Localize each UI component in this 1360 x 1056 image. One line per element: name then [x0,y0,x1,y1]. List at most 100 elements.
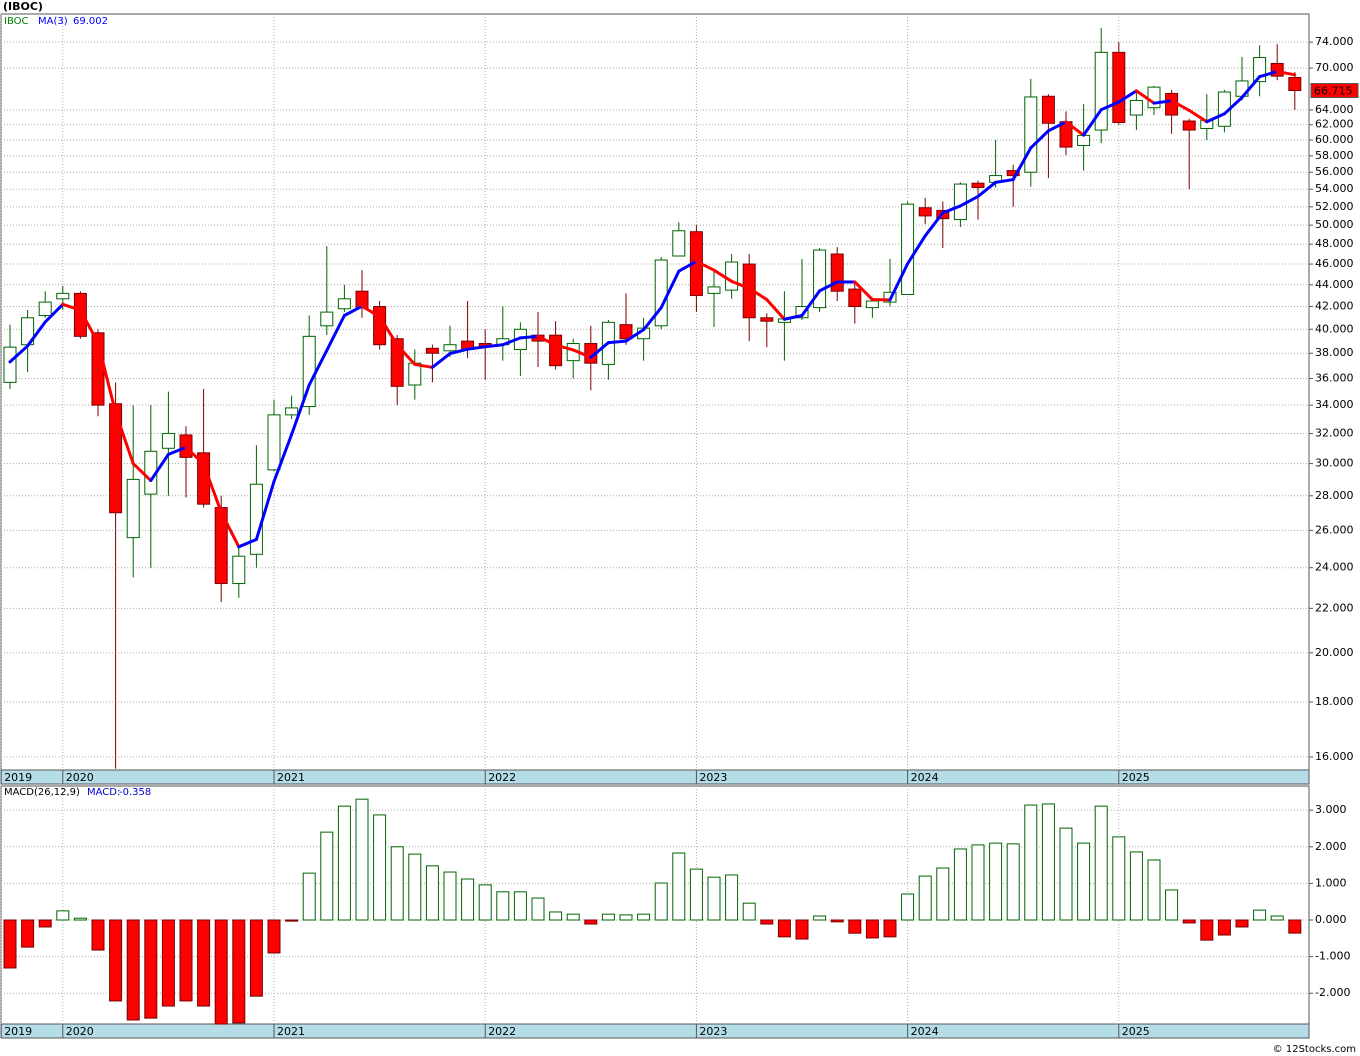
ma-segment [466,345,487,351]
ma-segment [712,268,734,283]
candle-body [3,346,17,383]
ma-segment [642,306,663,332]
candle-body [109,403,123,514]
ma-segment [1099,100,1121,112]
histogram-bar [513,891,527,921]
y-tick-label: 26.000 [1315,523,1354,536]
legend-indicator-name: MACD(26,12,9) [4,787,80,798]
price-box [1310,83,1359,99]
histogram-bar [1041,803,1055,921]
histogram-bar [883,919,897,938]
ma-segment [1152,99,1174,105]
ma-segment [958,194,980,208]
histogram-bar [214,919,228,1025]
histogram-bar [1182,919,1196,924]
x-axis-strip [0,769,1310,785]
histogram-bar [373,814,387,921]
histogram-bar [936,867,950,921]
y-tick-label: 2.000 [1315,840,1347,853]
x-axis-strip [0,1023,1310,1039]
ma-segment [976,180,998,198]
y-tick-label: 70.000 [1315,61,1354,74]
histogram-bar [830,919,844,923]
ma-segment [26,320,47,348]
histogram-bar [1129,851,1143,921]
histogram-bar [918,875,932,921]
candle-body [267,414,281,471]
ma-segment [184,445,206,466]
candle-body [1094,51,1108,131]
candle-body [725,261,739,291]
ma-segment [730,279,751,290]
x-tick-label: 2025 [1122,1025,1150,1038]
y-tick-label: 3.000 [1315,803,1347,816]
ma-segment [1258,69,1279,79]
x-tick-label: 2020 [66,771,94,784]
y-tick-label: 1.000 [1315,876,1347,889]
candle-body [232,555,246,585]
ma-segment [1205,112,1226,124]
histogram-bar [461,878,475,921]
candle-body [865,300,879,309]
ma-segment [1011,146,1033,182]
x-tick-label: 2025 [1122,771,1150,784]
ma-segment [378,315,399,347]
histogram-bar [848,919,862,934]
candle-body [654,259,668,327]
candle-body [795,306,809,319]
histogram-bar [1235,919,1249,928]
candle-body [918,207,932,217]
y-tick-label: 58.000 [1315,149,1354,162]
histogram-bar [619,914,633,921]
candle-body [549,334,563,367]
x-tick-label: 2020 [66,1025,94,1038]
candle-body [337,298,351,310]
y-tick-label: 28.000 [1315,489,1354,502]
histogram-bar [1253,909,1267,921]
candle-body [73,292,87,337]
y-tick-label: 34.000 [1315,398,1354,411]
candle-body [971,182,985,188]
x-tick-label: 2024 [911,1025,939,1038]
candle-body [161,432,175,449]
histogram-bar [267,919,281,954]
ma-segment [483,343,505,349]
ma-segment [1240,75,1262,99]
ma-segment [853,280,874,302]
candle-body [214,507,228,585]
histogram-bar [777,919,791,938]
histogram-bar [126,919,140,1021]
ma-segment [96,341,118,414]
plot-area [0,13,1310,771]
ma-segment [624,328,646,343]
y-tick-label: 44.000 [1315,278,1354,291]
histogram-bar [355,798,369,921]
candle-body [901,203,915,295]
x-tick-label: 2021 [277,771,305,784]
ma-segment [888,262,910,302]
ma-segment [1275,69,1297,77]
histogram-bar [144,919,158,1019]
histogram-bar [1147,859,1161,921]
candle-body [38,301,52,316]
histogram-bar [390,846,404,921]
histogram-bar [725,874,739,921]
candle-body [1041,95,1055,124]
ma-segment [694,259,716,272]
candle-body [672,230,686,257]
y-tick-label: 36.000 [1315,371,1354,384]
histogram-bar [337,805,351,921]
candle-body [425,347,439,354]
ma-segment [290,383,311,436]
candle-body [1288,77,1302,92]
candle-body [56,292,70,300]
y-tick-label: 30.000 [1315,457,1354,470]
histogram-bar [566,913,580,921]
histogram-bar [795,919,809,940]
legend-value-name: MACD: [87,787,120,798]
ma-segment [237,537,258,549]
ma-segment [166,445,188,456]
candle-body [848,288,862,308]
